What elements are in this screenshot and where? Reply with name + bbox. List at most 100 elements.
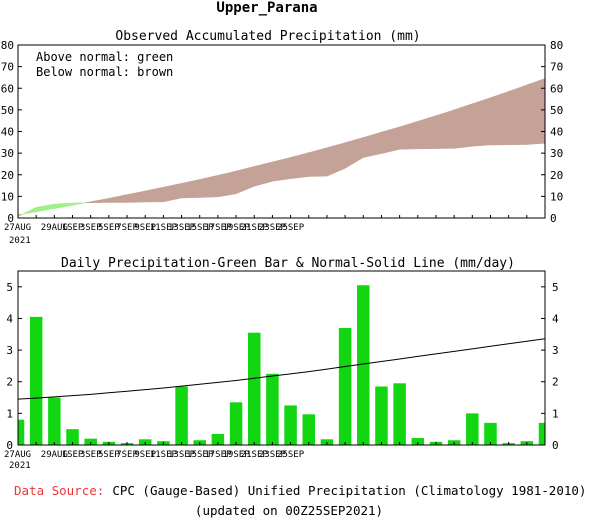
y-tick-label-right: 80 [550,39,563,52]
precip-bar [266,373,279,445]
below-normal-area [217,170,237,198]
footer-source: Data Source: CPC (Gauge-Based) Unified Pr… [14,483,586,498]
y-tick-label-right: 60 [550,82,563,95]
y-tick-label-left: 30 [1,147,14,160]
y-tick-label-left: 80 [1,39,14,52]
x-tick-label: 9SEP [134,450,156,460]
precip-bar [357,285,370,445]
bottom-plot-frame [17,270,546,446]
x-tick-label: 3SEP [80,450,102,460]
below-normal-area [108,194,128,203]
above-normal-area [22,206,37,215]
precip-bar [393,383,406,445]
y-tick-label-left: 50 [1,104,14,117]
above-normal-area [72,202,86,206]
x-tick-label: 27AUG [4,223,31,233]
precip-bar [18,419,25,445]
x-tick-label: 21SEP [241,223,269,233]
below-normal-area [362,131,382,158]
precip-bar [466,413,479,445]
y-tick-label-right: 0 [552,439,559,452]
x-tick-label: 11SEP [150,223,178,233]
below-normal-area [17,213,23,217]
y-tick-label-left: 2 [6,376,13,389]
x-tick-label: 5SEP [98,450,120,460]
precip-bar [538,422,545,445]
y-tick-label-right: 1 [552,407,559,420]
x-tick-label: 15SEP [186,223,214,233]
x-tick-label: 1SEP [62,223,84,233]
x-tick-label: 17SEP [204,223,232,233]
below-normal-area [381,126,400,154]
y-tick-label-left: 4 [6,312,13,325]
precip-bar [484,422,497,445]
x-tick-label: 19SEP [223,223,251,233]
x-tick-label: 15SEP [186,450,214,460]
below-normal-area [85,201,91,204]
below-normal-area [453,103,473,149]
x-tick-label: 17SEP [204,450,232,460]
precip-bar [411,438,425,445]
daily-precipitation-chart: Daily Precipitation-Green Bar & Normal-S… [4,256,559,471]
x-tick-label: 13SEP [168,223,196,233]
y-tick-label-right: 5 [552,281,559,294]
below-normal-area [290,152,310,179]
x-tick-label: 23SEP [259,450,287,460]
precip-bar [84,438,97,445]
x-year-label: 2021 [9,461,31,471]
precip-bar [338,327,352,445]
y-tick-label-left: 1 [6,407,13,420]
page-title: Upper_Parana [216,0,317,16]
below-normal-area [199,175,219,198]
y-tick-label-left: 20 [1,169,14,182]
below-normal-area [126,190,146,203]
x-tick-label: 5SEP [98,223,120,233]
below-normal-area [417,115,437,150]
y-tick-label-right: 2 [552,376,559,389]
x-tick-label: 13SEP [168,450,196,460]
x-tick-label: 25SEP [277,450,305,460]
legend-below: Below normal: brown [36,65,173,79]
below-normal-area [435,109,455,149]
y-tick-label-right: 0 [550,212,557,225]
x-tick-label: 7SEP [116,223,138,233]
x-year-label: 2021 [9,236,31,246]
x-tick-label: 29AUG [41,223,68,233]
y-tick-label-left: 70 [1,61,14,74]
below-normal-area [508,84,528,145]
below-normal-area [399,120,419,150]
below-normal-area [326,142,346,177]
above-normal-area [35,203,55,213]
precip-bar [375,386,388,445]
x-tick-label: 19SEP [223,450,251,460]
precip-bar [229,402,243,445]
y-tick-label-left: 0 [6,439,13,452]
x-tick-label: 25SEP [277,223,305,233]
precip-bar [211,433,225,445]
below-normal-area [163,183,182,203]
precip-bar [175,386,188,445]
below-normal-area [272,157,291,182]
above-normal-area [54,202,73,209]
y-tick-label-right: 50 [550,104,563,117]
below-normal-area [144,186,164,203]
below-normal-area [490,91,509,146]
below-normal-area [235,166,255,195]
precip-bar [29,316,43,445]
below-normal-area [344,137,364,169]
legend-above: Above normal: green [36,50,173,64]
precip-bar [302,414,316,445]
y-tick-label-right: 20 [550,169,563,182]
footer-updated: (updated on 00Z25SEP2021) [195,503,383,518]
normal-line [17,338,546,400]
below-normal-area [181,179,201,199]
precip-bar [284,405,297,445]
y-tick-label-right: 10 [550,190,563,203]
accumulated-precipitation-chart: Observed Accumulated Precipitation (mm) … [1,29,564,246]
top-chart-title: Observed Accumulated Precipitation (mm) [115,29,420,44]
below-normal-area [90,197,110,203]
y-tick-label-right: 4 [552,312,559,325]
x-tick-label: 11SEP [150,450,178,460]
precip-bar [247,332,261,445]
